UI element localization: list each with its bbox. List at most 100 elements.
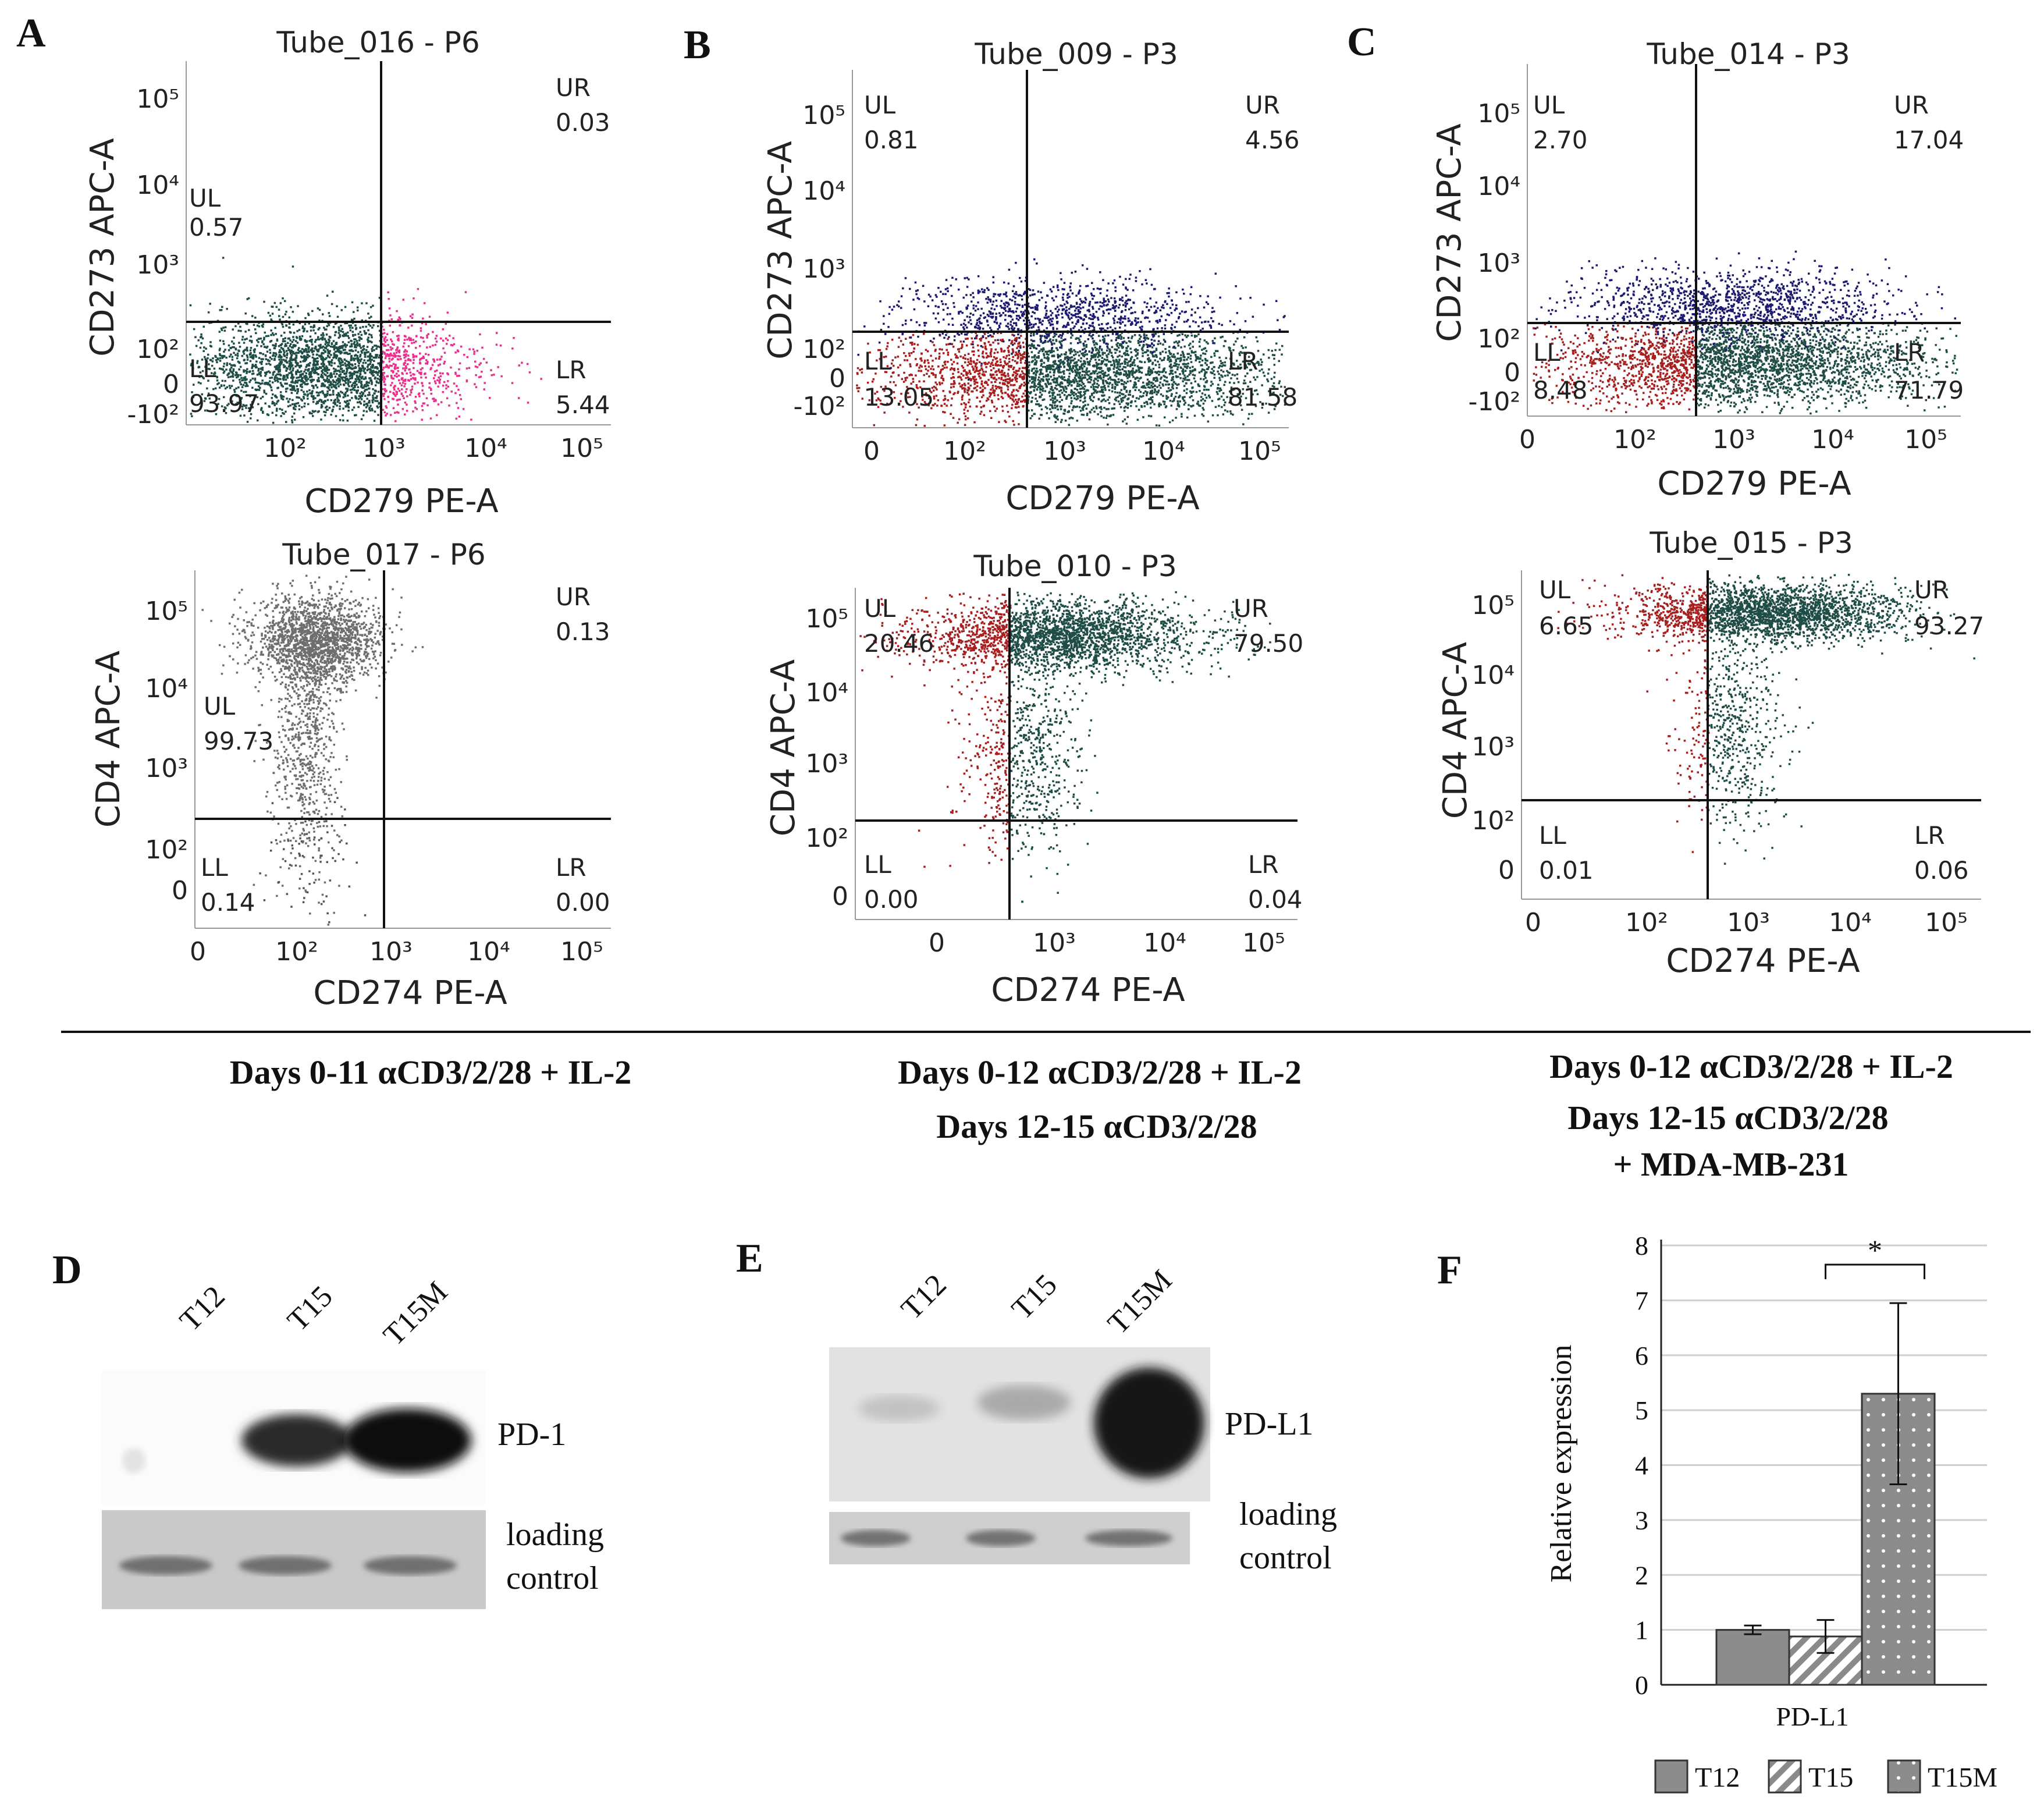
event-dot [325,643,328,646]
event-dot [243,359,246,361]
event-dot [309,768,311,770]
event-dot [371,626,374,629]
event-dot [381,638,384,641]
event-dot [231,340,233,343]
event-dot [301,804,304,807]
event-dot [344,620,346,623]
event-dot [421,367,424,370]
event-dot [302,655,305,657]
event-dot [339,657,342,659]
event-dot [385,355,388,357]
event-dot [458,394,461,396]
event-dot [316,727,319,730]
event-dot [363,385,365,388]
event-dot [425,323,427,325]
event-dot [287,688,289,691]
event-dot [290,696,293,699]
event-dot [246,385,249,387]
event-dot [321,650,323,652]
event-dot [299,647,302,650]
event-dot [435,382,437,385]
event-dot [365,629,368,631]
event-dot [275,368,278,370]
event-dot [406,338,408,341]
event-dot [292,674,294,676]
event-dot [264,642,266,645]
event-dot [297,642,299,644]
event-dot [358,339,361,342]
event-dot [374,400,376,402]
event-dot [383,378,386,381]
event-dot [313,695,315,698]
event-dot [290,795,293,798]
event-dot [317,729,320,731]
event-dot [286,361,288,364]
event-dot [267,383,269,386]
event-dot [321,617,324,620]
event-dot [279,302,282,304]
event-dot [288,648,291,651]
event-dot [311,737,313,740]
event-dot [315,733,318,736]
event-dot [219,367,221,370]
event-dot [325,669,328,671]
event-dot [359,355,361,358]
event-dot [230,366,233,369]
event-dot [413,367,415,370]
event-dot [328,312,330,314]
event-dot [317,652,319,655]
event-dot [336,621,338,623]
event-dot [365,610,368,613]
event-dot [287,640,290,643]
event-dot [376,345,379,348]
event-dot [292,265,294,268]
event-dot [291,681,294,684]
event-dot [337,656,340,659]
event-dot [251,363,254,366]
event-dot [237,360,240,363]
event-dot [341,328,343,330]
event-dot [295,715,297,718]
event-dot [245,404,248,407]
event-dot [287,737,290,740]
event-dot [276,585,278,587]
event-dot [358,378,361,381]
event-dot [280,356,282,358]
event-dot [226,404,229,407]
event-dot [371,371,373,374]
event-dot [376,662,379,665]
event-dot [351,388,354,391]
event-dot [336,395,339,397]
event-dot [355,354,357,356]
event-dot [320,752,323,754]
event-dot [336,654,339,656]
event-dot [271,645,273,647]
event-dot [344,652,346,655]
event-dot [350,638,352,640]
event-dot [322,617,325,620]
event-dot [256,324,259,327]
event-dot [400,388,403,391]
event-dot [315,680,318,683]
event-dot [216,379,219,382]
event-dot [406,372,408,375]
event-dot [303,676,305,679]
event-dot [248,339,251,342]
event-dot [289,694,291,697]
event-dot [332,642,335,645]
event-dot [295,671,298,673]
event-dot [292,367,294,370]
event-dot [357,401,359,404]
event-dot [389,627,391,630]
event-dot [231,372,234,374]
event-dot [368,323,370,326]
event-dot [332,367,335,370]
event-dot [290,673,293,675]
event-dot [406,395,408,397]
event-dot [374,633,376,635]
event-dot [319,700,322,702]
event-dot [239,414,242,417]
event-dot [352,386,355,389]
event-dot [374,356,376,359]
event-dot [368,387,371,390]
